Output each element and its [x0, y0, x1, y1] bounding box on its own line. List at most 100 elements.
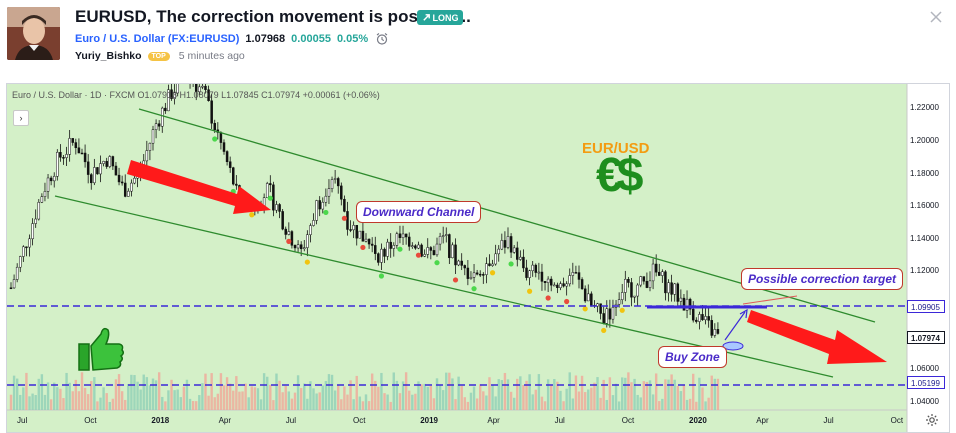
candle-body — [475, 272, 479, 275]
volume-bar — [624, 377, 627, 410]
volume-bar — [161, 396, 164, 410]
volume-bar — [222, 385, 226, 410]
idea-title[interactable]: EURUSD, The correction movement is possi… — [75, 7, 471, 26]
volume-bar — [124, 399, 127, 410]
idea-header: EURUSD, The correction movement is possi… — [0, 0, 956, 72]
euro-dollar-symbol: €$ — [596, 149, 643, 202]
volume-bar — [512, 397, 516, 410]
volume-bar — [127, 383, 130, 410]
volume-bar — [102, 387, 105, 410]
candle-body — [420, 244, 423, 257]
candle-body — [494, 253, 497, 265]
candle-body — [275, 204, 278, 211]
candle-body — [534, 264, 538, 273]
candle-body — [497, 248, 500, 255]
signal-dot — [564, 298, 570, 305]
candle-body — [577, 272, 581, 280]
volume-bar — [25, 372, 28, 410]
volume-bar — [306, 398, 309, 410]
candle-body — [336, 178, 340, 187]
volume-bar — [275, 373, 278, 410]
candle-body — [293, 245, 297, 249]
candle-body — [364, 238, 368, 242]
candle-body — [500, 240, 504, 250]
candle-body — [695, 319, 698, 322]
volume-bar — [37, 378, 40, 410]
price-axis[interactable]: 1.22000 1.20000 1.18000 1.16000 1.14000 1.120… — [907, 84, 949, 410]
candle-body — [506, 236, 510, 248]
volume-bar — [154, 380, 158, 410]
candle-body — [40, 196, 44, 203]
buy-zone-label[interactable]: Buy Zone — [658, 346, 727, 368]
candle-body — [25, 246, 28, 249]
candle-body — [599, 303, 602, 314]
chart-background — [7, 84, 907, 432]
volume-bars — [9, 372, 720, 410]
candle-body — [670, 282, 673, 295]
candle-body — [401, 233, 405, 238]
volume-bar — [117, 374, 121, 410]
candle-body — [167, 89, 170, 112]
volume-bar — [580, 375, 584, 410]
candle-body — [198, 86, 201, 93]
volume-bar — [31, 393, 34, 410]
candle-body — [605, 308, 609, 324]
candle-body — [330, 179, 334, 189]
volume-bar — [577, 391, 581, 410]
downward-channel-label[interactable]: Downward Channel — [356, 201, 482, 223]
legend-toggle-button[interactable]: › — [13, 110, 29, 126]
author-name[interactable]: Yuriy_Bishko — [75, 50, 142, 62]
volume-bar — [96, 401, 99, 410]
candle-body — [688, 298, 692, 310]
alarm-clock-icon[interactable] — [375, 32, 389, 46]
candle-body — [685, 298, 689, 311]
volume-bar — [441, 390, 445, 410]
volume-bar — [185, 379, 189, 410]
volume-bar — [367, 401, 371, 410]
candle-body — [374, 245, 377, 254]
candle-body — [15, 266, 19, 280]
candle-body — [151, 129, 155, 144]
volume-bar — [15, 378, 19, 410]
symbol-link[interactable]: Euro / U.S. Dollar (FX:EURUSD) — [75, 33, 240, 45]
volume-bar — [164, 401, 167, 410]
candle-body — [321, 201, 325, 210]
volume-bar — [296, 375, 300, 410]
price-tick-label: 1.20000 — [910, 136, 939, 146]
price-chart[interactable] — [7, 84, 950, 433]
candle-body — [68, 138, 71, 155]
candle-body — [423, 254, 426, 257]
candle-body — [525, 267, 528, 278]
candle-body — [710, 320, 713, 336]
volume-bar — [556, 381, 559, 410]
volume-bar — [707, 397, 710, 410]
volume-bar — [9, 394, 13, 410]
candle-body — [559, 283, 562, 288]
volume-bar — [519, 376, 522, 410]
candle-body — [232, 167, 235, 185]
candle-body — [207, 89, 210, 102]
signal-dot — [545, 295, 551, 301]
volume-bar — [105, 393, 108, 410]
author-avatar[interactable] — [7, 7, 60, 60]
close-icon[interactable] — [928, 9, 944, 25]
gear-icon[interactable] — [925, 413, 939, 427]
volume-bar — [658, 401, 661, 410]
volume-bar — [176, 389, 179, 410]
signal-dot — [619, 307, 625, 313]
signal-dot — [323, 209, 329, 216]
chart-panel[interactable]: Euro / U.S. Dollar · 1D · FXCM O1.07913 … — [6, 83, 950, 433]
volume-bar — [352, 399, 355, 410]
candle-body — [664, 271, 667, 294]
candle-body — [170, 89, 173, 99]
volume-bar — [228, 383, 232, 410]
volume-bar — [28, 396, 31, 410]
candle-body — [324, 195, 328, 203]
volume-bar — [451, 378, 454, 410]
correction-target-label[interactable]: Possible correction target — [741, 268, 904, 290]
volume-bar — [151, 378, 155, 410]
volume-bar — [673, 379, 676, 410]
candle-body — [194, 84, 198, 93]
volume-bar — [571, 398, 575, 410]
long-badge-label: LONG — [432, 12, 459, 23]
